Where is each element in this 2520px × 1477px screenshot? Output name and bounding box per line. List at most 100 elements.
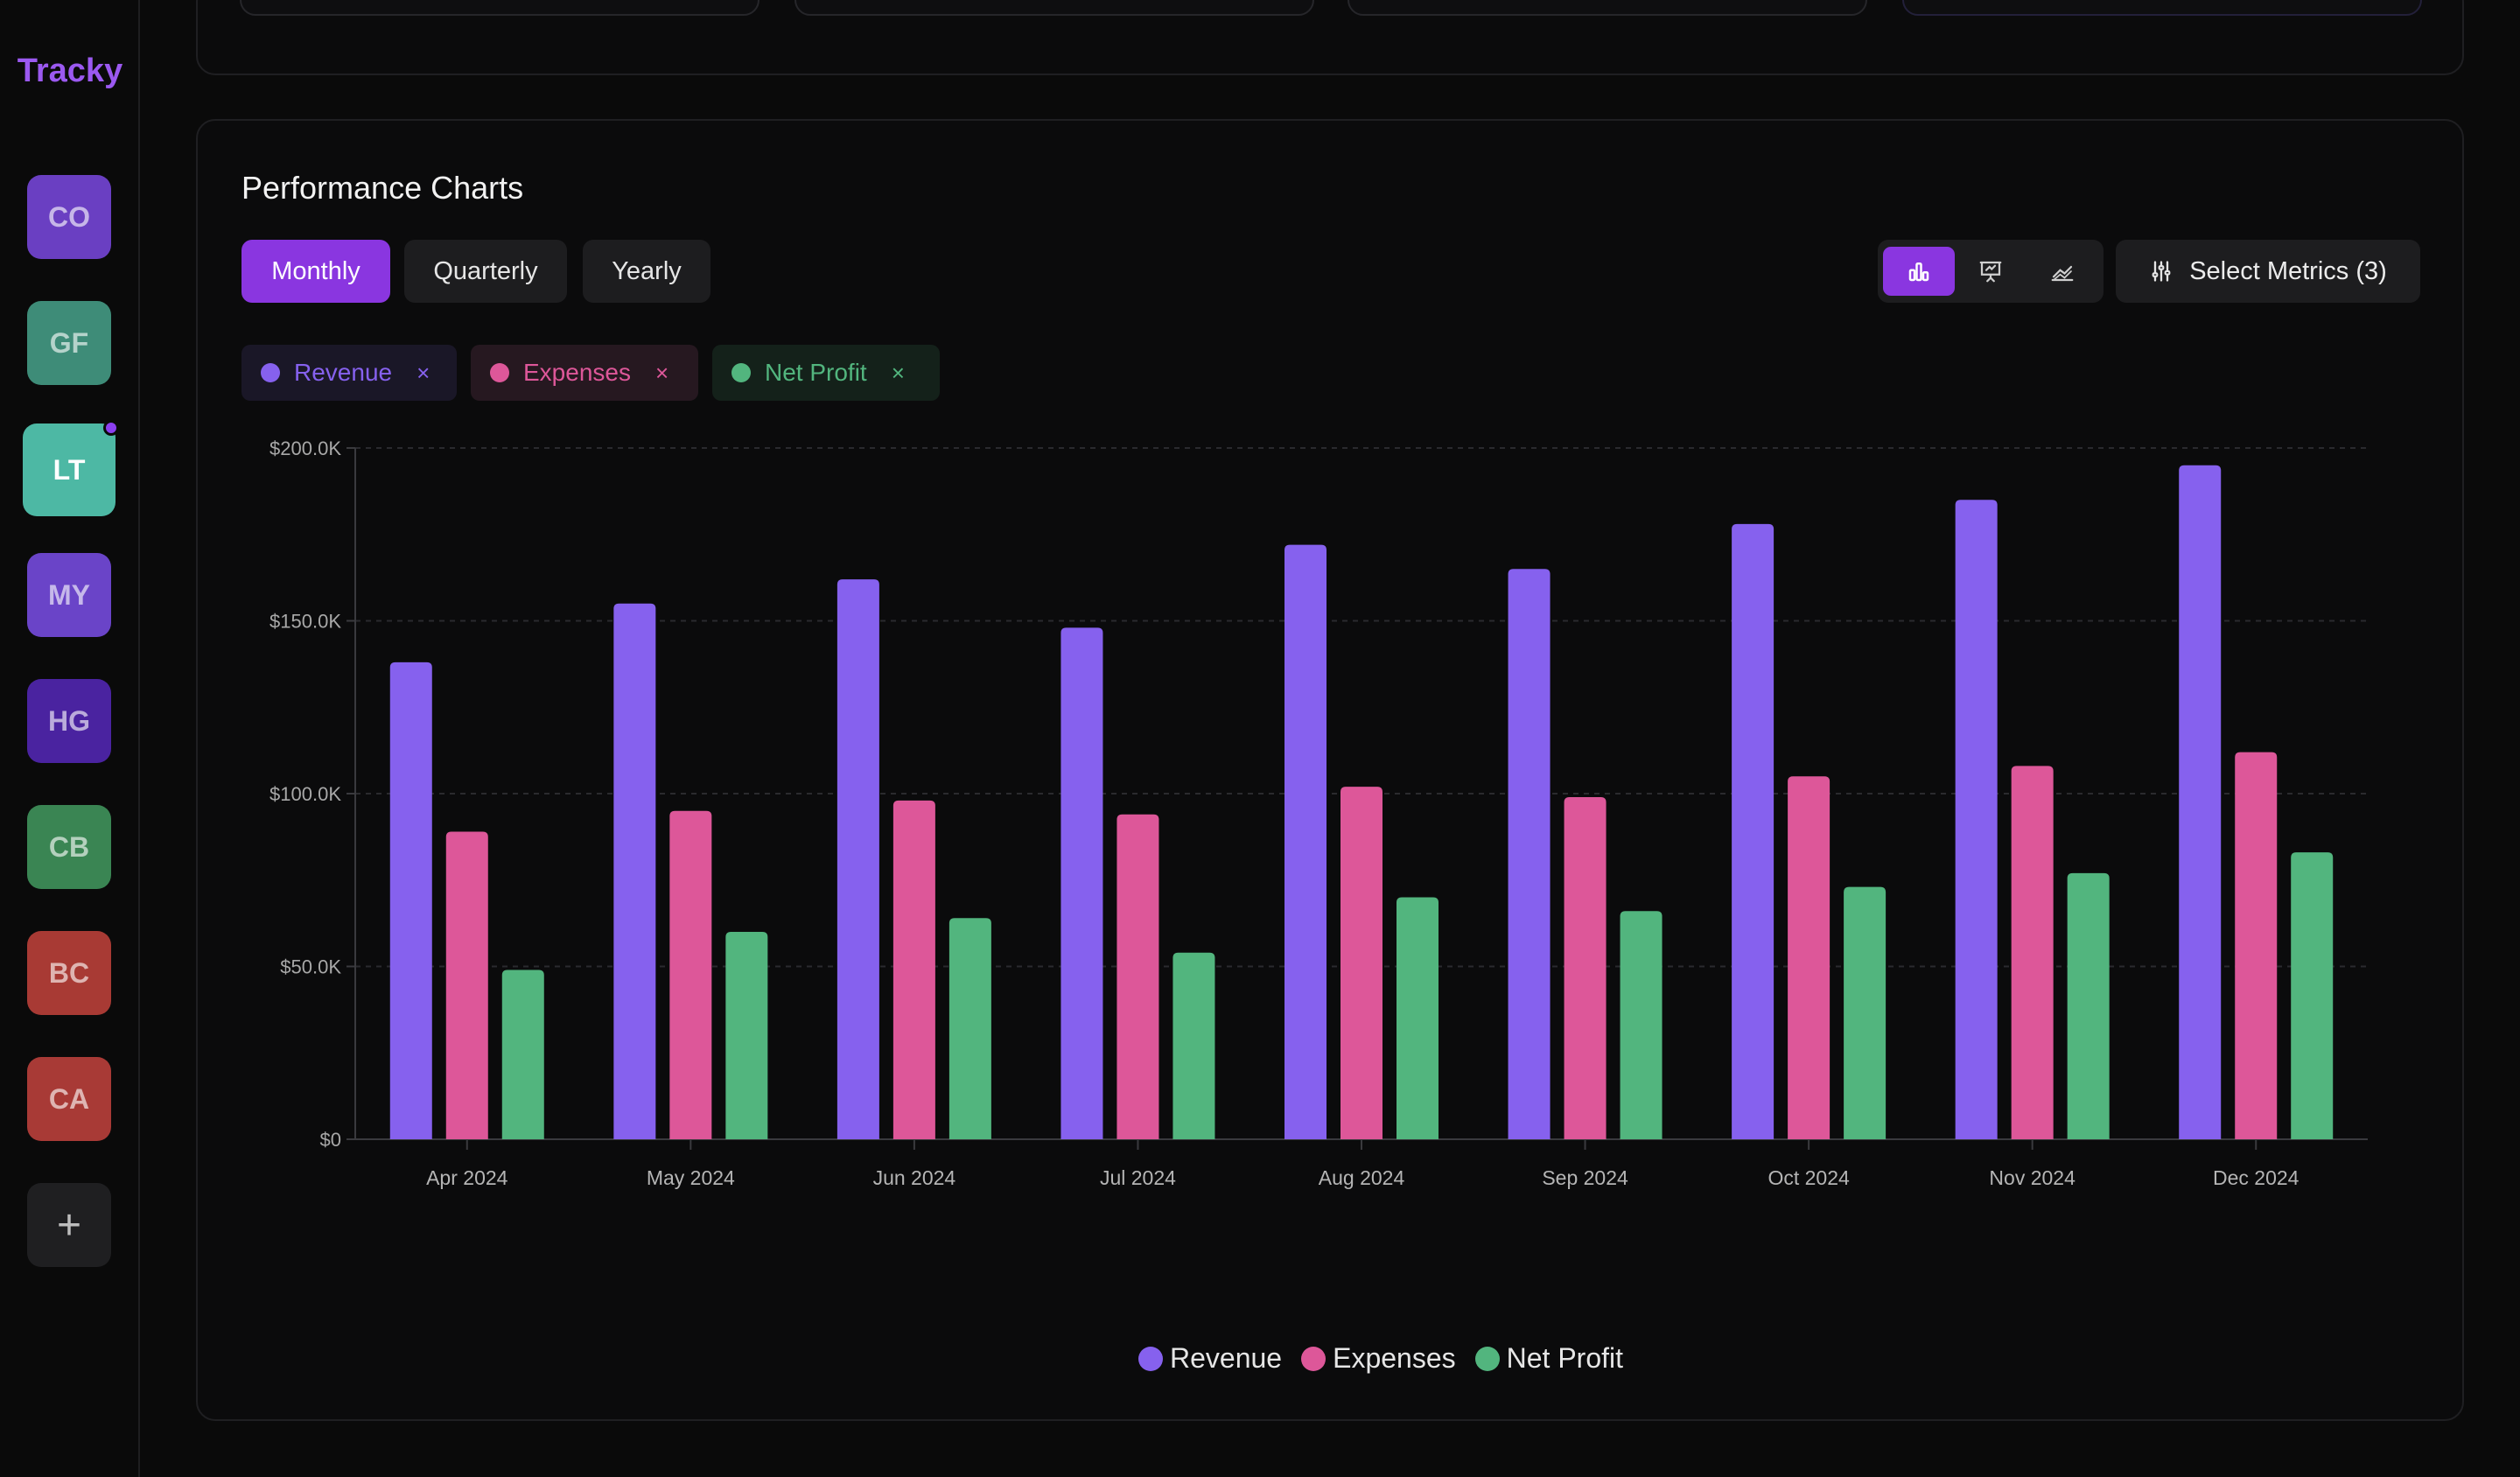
legend-dot-icon [1474, 1346, 1500, 1371]
x-tick-label: Oct 2024 [1768, 1166, 1850, 1189]
x-tick-label: May 2024 [647, 1166, 735, 1189]
legend-item-net-profit[interactable]: Net Profit [1474, 1342, 1623, 1375]
remove-revenue-icon[interactable]: × [416, 359, 430, 386]
y-tick-label: $50.0K [280, 956, 341, 978]
expenses-bar [1788, 776, 1830, 1139]
legend-item-expenses[interactable]: Expenses [1301, 1342, 1456, 1375]
chart-type-toggle [1878, 240, 2104, 303]
period-monthly-button[interactable]: Monthly [242, 240, 390, 303]
y-tick-label: $0 [320, 1129, 341, 1151]
x-tick-label: Nov 2024 [1989, 1166, 2076, 1189]
stat-card [794, 0, 1314, 16]
expenses-dot-icon [490, 363, 509, 382]
legend-label: Net Profit [1506, 1342, 1623, 1374]
x-tick-label: Dec 2024 [2213, 1166, 2300, 1189]
sliders-icon [2152, 261, 2171, 282]
x-tick-label: Aug 2024 [1319, 1166, 1405, 1189]
notification-dot-icon [103, 420, 119, 436]
net-profit-dot-icon [732, 363, 751, 382]
net-profit-bar [1172, 952, 1215, 1139]
revenue-bar [2179, 465, 2222, 1139]
remove-expenses-icon[interactable]: × [654, 359, 669, 386]
revenue-bar [1955, 500, 1998, 1139]
workspace-initials: MY [48, 578, 90, 611]
net-profit-bar [725, 932, 768, 1139]
x-tick-label: Sep 2024 [1542, 1166, 1628, 1189]
workspace-sidebar: Tracky CO GF LT MY HG CB BC CA + [0, 0, 140, 1477]
app-logo[interactable]: Tracky [17, 52, 123, 89]
bar-chart-icon [1908, 262, 1929, 282]
chip-label: Net Profit [765, 359, 867, 386]
revenue-bar [1060, 627, 1103, 1139]
net-profit-bar [1396, 897, 1438, 1139]
workspace-gf-button[interactable]: GF [27, 301, 111, 385]
workspace-initials: HG [48, 704, 90, 737]
area-chart-icon [2051, 265, 2074, 282]
x-tick-label: Jun 2024 [873, 1166, 956, 1189]
net-profit-bar [2067, 872, 2110, 1139]
net-profit-bar [948, 918, 991, 1139]
workspace-lt-button[interactable]: LT [23, 420, 119, 516]
workspace-initials: GF [49, 326, 89, 359]
period-quarterly-button[interactable]: Quarterly [404, 240, 567, 303]
select-metrics-button[interactable]: Select Metrics (3) [2116, 240, 2420, 303]
stat-card [1348, 0, 1867, 16]
workspace-initials: BC [48, 956, 90, 989]
stat-card [1902, 0, 2422, 16]
net-profit-bar [1620, 911, 1662, 1139]
expenses-bar [1564, 796, 1606, 1139]
metric-chip-revenue: Revenue × [242, 345, 457, 401]
period-yearly-button[interactable]: Yearly [583, 240, 710, 303]
workspace-hg-button[interactable]: HG [27, 679, 111, 763]
workspace-initials: CB [48, 830, 90, 863]
workspace-my-button[interactable]: MY [27, 553, 111, 637]
revenue-bar [1284, 544, 1326, 1139]
net-profit-bar [501, 970, 544, 1139]
expenses-bar [1340, 787, 1382, 1139]
workspace-initials: CO [48, 200, 90, 233]
y-tick-label: $200.0K [270, 438, 341, 459]
period-label: Quarterly [433, 256, 538, 285]
workspace-initials: LT [52, 453, 86, 486]
performance-charts-panel: Performance Charts Monthly Quarterly Yea… [196, 119, 2464, 1421]
metric-chip-expenses: Expenses × [471, 345, 698, 401]
revenue-dot-icon [261, 363, 280, 382]
add-workspace-button[interactable]: + [27, 1183, 111, 1267]
revenue-bar [836, 579, 879, 1139]
period-label: Monthly [271, 256, 360, 285]
bar-chart-view-button[interactable] [1883, 247, 1955, 296]
workspace-cb-button[interactable]: CB [27, 805, 111, 889]
revenue-bar [389, 662, 432, 1139]
remove-net-profit-icon[interactable]: × [891, 359, 905, 386]
legend-label: Revenue [1170, 1342, 1283, 1374]
stats-card [196, 0, 2464, 75]
legend-label: Expenses [1333, 1342, 1456, 1374]
workspace-initials: CA [48, 1082, 90, 1115]
expenses-bar [445, 831, 488, 1139]
expenses-bar [892, 800, 935, 1139]
revenue-bar [1508, 569, 1550, 1139]
legend-item-revenue[interactable]: Revenue [1138, 1342, 1282, 1375]
metric-chip-net-profit: Net Profit × [712, 345, 940, 401]
revenue-bar [613, 603, 656, 1139]
expenses-bar [2235, 752, 2278, 1139]
panel-title: Performance Charts [242, 170, 524, 206]
legend-dot-icon [1138, 1346, 1163, 1371]
x-tick-label: Jul 2024 [1100, 1166, 1176, 1189]
stat-card [240, 0, 760, 16]
revenue-bar [1732, 523, 1774, 1139]
net-profit-bar [2291, 852, 2334, 1139]
workspace-bc-button[interactable]: BC [27, 931, 111, 1015]
presentation-chart-view-button[interactable] [1955, 247, 2026, 296]
y-tick-label: $100.0K [270, 783, 341, 805]
chip-label: Revenue [294, 359, 393, 386]
area-chart-view-button[interactable] [2026, 247, 2098, 296]
workspace-ca-button[interactable]: CA [27, 1057, 111, 1141]
chip-label: Expenses [523, 359, 631, 386]
expenses-bar [669, 810, 712, 1139]
chart-legend: Revenue Expenses Net Profit [198, 1342, 2466, 1375]
workspace-co-button[interactable]: CO [27, 175, 111, 259]
performance-bar-chart: $0 $50.0K $100.0K $150.0K $200.0K Apr 2024 May… [270, 438, 2368, 1189]
x-tick-label: Apr 2024 [426, 1166, 508, 1189]
presentation-chart-icon [1979, 261, 2002, 283]
